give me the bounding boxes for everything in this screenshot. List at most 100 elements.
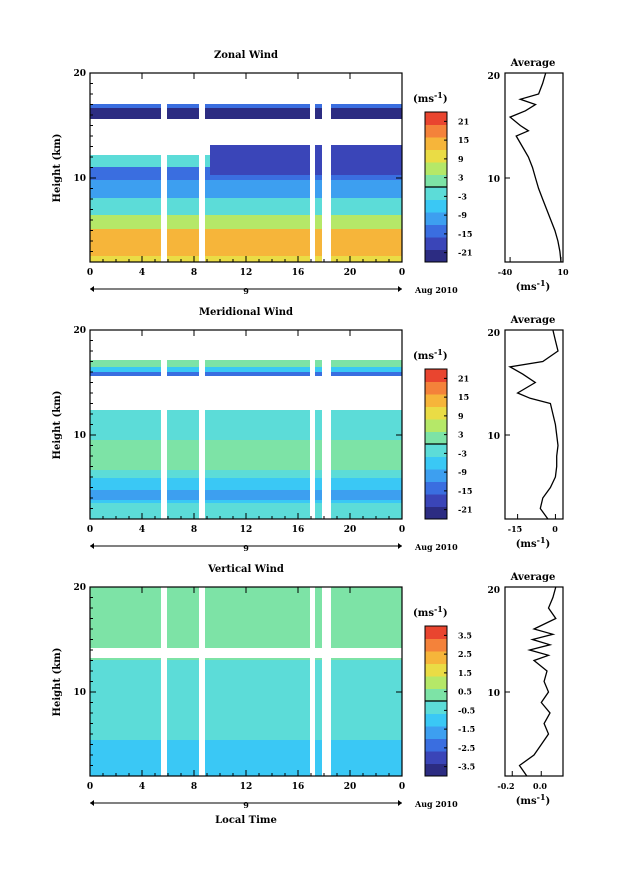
profile-tick-label: 0 xyxy=(552,524,558,534)
colorbar-unit: (ms-1) xyxy=(413,604,448,619)
x-tick-label: 8 xyxy=(191,782,197,792)
date-label: Aug 2010 xyxy=(414,542,458,552)
y-ticks: 10 20 xyxy=(73,69,402,263)
x-tick-label: 16 xyxy=(292,525,305,535)
x-tick-label: 20 xyxy=(344,782,357,792)
x-tick-label: 0 xyxy=(87,268,93,278)
colorbar-swatch xyxy=(425,506,447,520)
chart-title: Vertical Wind xyxy=(207,564,284,575)
colorbar-tick-label: 3 xyxy=(458,430,464,440)
colorbar-tick-label: -1.5 xyxy=(458,724,475,734)
profile-title: Average xyxy=(510,315,556,326)
y-tick-label: 20 xyxy=(73,69,86,79)
profile-tick-label: -0.2 xyxy=(497,781,514,791)
y-tick-label: 20 xyxy=(73,583,86,593)
colorbar-swatch xyxy=(425,469,447,482)
colorbar-swatch xyxy=(425,663,447,677)
x-tick-label: 12 xyxy=(240,268,253,278)
x-tick-label: 16 xyxy=(292,268,305,278)
gap xyxy=(90,377,402,410)
colorbar-tick-label: -21 xyxy=(458,505,472,515)
colorbar-tick-label: 1.5 xyxy=(458,668,472,678)
colorbar-swatch xyxy=(425,369,447,382)
colorbar-swatch xyxy=(425,738,447,752)
colorbar-swatches: 21 15 9 3 -3 -9 -15 -21 xyxy=(424,368,472,520)
colorbar-swatch xyxy=(425,174,447,188)
gap xyxy=(161,73,167,262)
profile-frame xyxy=(504,72,564,263)
profile-tick-label: -15 xyxy=(508,524,522,534)
colorbar-swatch xyxy=(425,124,447,138)
colorbar-swatch xyxy=(425,751,447,764)
day-label: 9 xyxy=(243,543,249,553)
colorbar-swatch xyxy=(425,651,447,664)
profile-tick-label: 10 xyxy=(557,267,569,277)
x-tick-label: 4 xyxy=(139,525,145,535)
profile-y-tick: 10 xyxy=(487,432,500,442)
date-label: Aug 2010 xyxy=(414,285,458,295)
colorbar-swatch xyxy=(425,676,447,689)
colorbar-tick-label: 3 xyxy=(458,173,464,183)
y-axis-label: Height (km) xyxy=(52,648,63,717)
y-ticks: 10 20 xyxy=(73,326,402,520)
heatmap-cell xyxy=(90,372,402,376)
colorbar-swatch xyxy=(425,162,447,175)
panel-vertical-wind: Vertical Wind Height (km) 0 4 8 12 16 20 0 10 2… xyxy=(52,564,564,826)
colorbar-tick-label: 15 xyxy=(458,392,469,402)
profile-tick-label: 0.0 xyxy=(533,781,547,791)
colorbar-swatches: 21 15 9 3 -3 -9 -15 -21 xyxy=(424,111,472,263)
colorbar-tick-label: 21 xyxy=(458,116,469,126)
y-tick-label: 10 xyxy=(73,688,86,698)
colorbar-tick-label: -15 xyxy=(458,229,472,239)
heatmap-cell xyxy=(90,178,402,198)
profile-title: Average xyxy=(510,572,556,583)
date-label: Aug 2010 xyxy=(414,799,458,809)
colorbar-swatch xyxy=(425,701,447,714)
colorbar-swatch xyxy=(425,212,447,225)
colorbar-swatch xyxy=(425,137,447,150)
heatmap-cell xyxy=(90,155,210,167)
y-tick-label: 10 xyxy=(73,431,86,441)
x-ticks: 0 4 8 12 16 20 0 xyxy=(87,587,405,806)
y-tick-label: 10 xyxy=(73,174,86,184)
gap xyxy=(161,330,167,519)
x-tick-label: 0 xyxy=(399,782,405,792)
profile-xlabel: (ms-1) xyxy=(516,278,551,293)
average-profile: Average -0.2 0.0 (ms-1) 20 10 xyxy=(487,572,564,807)
gap xyxy=(90,120,402,145)
heatmap-cell xyxy=(90,215,402,229)
colorbar-swatch xyxy=(425,406,447,420)
profile-xlabel: (ms-1) xyxy=(516,535,551,550)
colorbar-swatch xyxy=(425,112,447,125)
profile-frame xyxy=(504,586,564,777)
y-ticks: 10 20 xyxy=(73,583,402,777)
colorbar-tick-label: -21 xyxy=(458,248,472,258)
colorbar-tick-label: 0.5 xyxy=(458,687,472,697)
gap xyxy=(322,330,331,519)
colorbar-swatch xyxy=(425,763,447,777)
colorbar-swatch xyxy=(425,481,447,495)
gap xyxy=(310,587,315,776)
colorbar-swatch xyxy=(425,249,447,263)
colorbar-unit: (ms-1) xyxy=(413,347,448,362)
gap xyxy=(199,73,205,262)
colorbar-tick-label: 15 xyxy=(458,135,469,145)
profile-frame xyxy=(504,329,564,520)
profile-line xyxy=(505,72,562,263)
heatmap-field xyxy=(90,587,402,776)
x-tick-label: 20 xyxy=(344,525,357,535)
colorbar-tick-label: -9 xyxy=(458,467,467,477)
colorbar-swatch xyxy=(425,444,447,457)
gap xyxy=(90,145,210,155)
x-tick-label: 12 xyxy=(240,525,253,535)
day-label: 9 xyxy=(243,286,249,296)
colorbar-tick-label: 9 xyxy=(458,154,464,164)
colorbar: (ms-1) 21 15 9 3 -3 -9 -15 -21 xyxy=(413,347,472,520)
colorbar-tick-label: 3.5 xyxy=(458,630,472,640)
heatmap-field xyxy=(90,360,402,519)
colorbar-tick-label: -0.5 xyxy=(458,705,475,715)
profile-y-tick: 20 xyxy=(487,72,500,82)
profile-series-line xyxy=(508,329,559,520)
colorbar-tick-label: -2.5 xyxy=(458,743,475,753)
